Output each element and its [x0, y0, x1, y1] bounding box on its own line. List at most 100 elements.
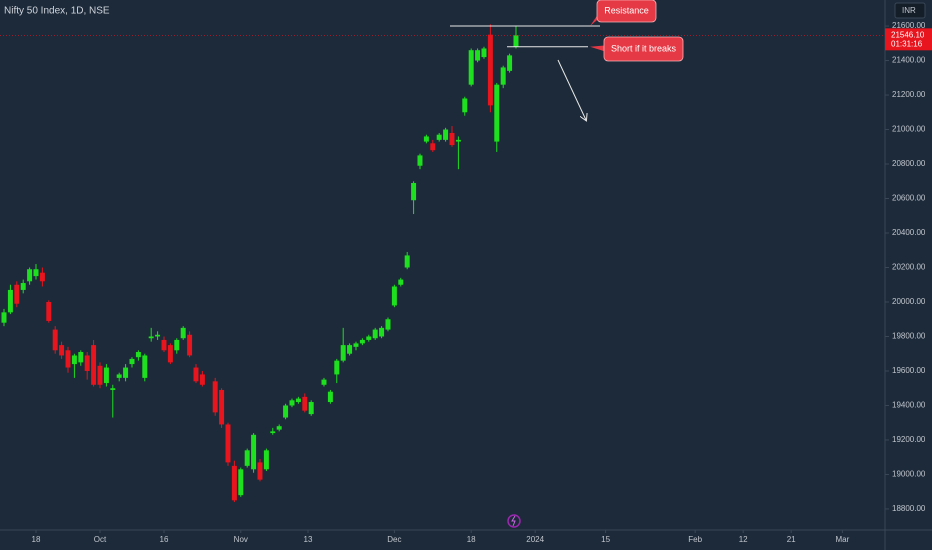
candle-body	[187, 334, 193, 356]
candle-body	[65, 350, 71, 368]
candle-body	[507, 55, 513, 71]
candle-body	[219, 389, 225, 425]
candle-body	[391, 286, 397, 306]
candle-body	[475, 50, 481, 61]
candle-body	[398, 279, 404, 285]
candle-body	[353, 343, 359, 347]
candle-body	[193, 367, 199, 382]
candle-body	[430, 143, 436, 151]
candle-body	[359, 339, 365, 344]
candle-body	[244, 450, 250, 466]
x-tick-label: 15	[601, 535, 610, 544]
candle-body	[385, 319, 391, 330]
candle-body	[167, 345, 173, 363]
candle-body	[180, 327, 186, 339]
x-tick-label: Mar	[835, 535, 849, 544]
event-icon[interactable]	[507, 514, 521, 528]
candle-body	[14, 284, 20, 304]
candle-body	[225, 424, 231, 463]
y-tick-label: 19000.00	[892, 470, 926, 479]
candle-body	[449, 132, 455, 146]
candle-body	[270, 431, 276, 434]
candle-body	[212, 381, 218, 413]
candle-body	[443, 129, 449, 140]
candle-body	[142, 355, 148, 378]
candle-body	[199, 374, 205, 385]
candle-body	[257, 462, 263, 480]
candle-body	[334, 360, 340, 375]
annotation-box	[596, 0, 657, 23]
x-tick-label: 2024	[526, 535, 544, 544]
currency-box	[894, 2, 926, 19]
candle-body	[423, 136, 429, 142]
candle-body	[238, 469, 244, 496]
candle-body	[174, 339, 180, 351]
event-bolt	[511, 515, 516, 527]
x-tick-label: 21	[787, 535, 796, 544]
y-tick-label: 20200.00	[892, 263, 926, 272]
candle-body	[135, 352, 141, 358]
x-tick-label: Feb	[688, 535, 702, 544]
candle-body	[251, 434, 257, 470]
candle-body	[33, 269, 39, 277]
annotation-text: Short if it breaks	[611, 43, 677, 53]
x-tick-label: 12	[739, 535, 748, 544]
y-tick-label: 21600.00	[892, 21, 926, 30]
candle-body	[129, 358, 135, 365]
candle-body	[91, 345, 97, 385]
x-tick-label: Oct	[94, 535, 107, 544]
candle-body	[308, 402, 314, 415]
candle-body	[231, 465, 237, 501]
candle-body	[263, 450, 269, 470]
candle-body	[97, 365, 103, 385]
candle-body	[276, 426, 282, 430]
candle-body	[78, 352, 84, 363]
x-tick-label: Dec	[387, 535, 401, 544]
x-tick-label: 16	[160, 535, 169, 544]
candle-body	[116, 374, 122, 378]
candle-body	[468, 50, 474, 85]
candle-body	[20, 283, 26, 290]
y-tick-label: 19600.00	[892, 366, 926, 375]
candle-body	[404, 255, 410, 268]
y-tick-label: 21000.00	[892, 125, 926, 134]
candle-body	[71, 355, 77, 365]
candle-body	[27, 269, 33, 282]
candle-body	[295, 398, 301, 403]
chart-title: Nifty 50 Index, 1D, NSE	[4, 6, 110, 17]
candle-body	[52, 329, 58, 351]
y-tick-label: 20000.00	[892, 297, 926, 306]
candle-body	[487, 34, 493, 106]
candle-body	[84, 355, 90, 371]
candle-body	[283, 405, 289, 418]
candle-body	[161, 339, 167, 351]
candle-body	[481, 48, 487, 58]
candle-body	[455, 139, 461, 142]
candle-body	[155, 334, 161, 337]
x-tick-label: Nov	[234, 535, 248, 544]
candle-body	[46, 301, 52, 321]
candle-body	[366, 336, 372, 340]
candle-body	[148, 336, 154, 339]
arrow	[557, 59, 586, 120]
candle-body	[39, 272, 45, 282]
candle-body	[500, 67, 506, 85]
candle-body	[7, 289, 13, 313]
candle-body	[513, 35, 519, 47]
y-tick-label: 19400.00	[892, 401, 926, 410]
candle-body	[1, 312, 7, 323]
x-tick-label: 18	[467, 535, 476, 544]
annotation-callout	[590, 7, 603, 27]
candle-body	[417, 155, 423, 166]
x-tick-label: 13	[304, 535, 313, 544]
candle-body	[110, 388, 116, 390]
annotation-text: Resistance	[604, 5, 649, 15]
candle-body	[436, 134, 442, 140]
candle-body	[327, 391, 333, 403]
y-tick-label: 19800.00	[892, 332, 926, 341]
candle-body	[379, 327, 385, 337]
y-tick-label: 21200.00	[892, 90, 926, 99]
